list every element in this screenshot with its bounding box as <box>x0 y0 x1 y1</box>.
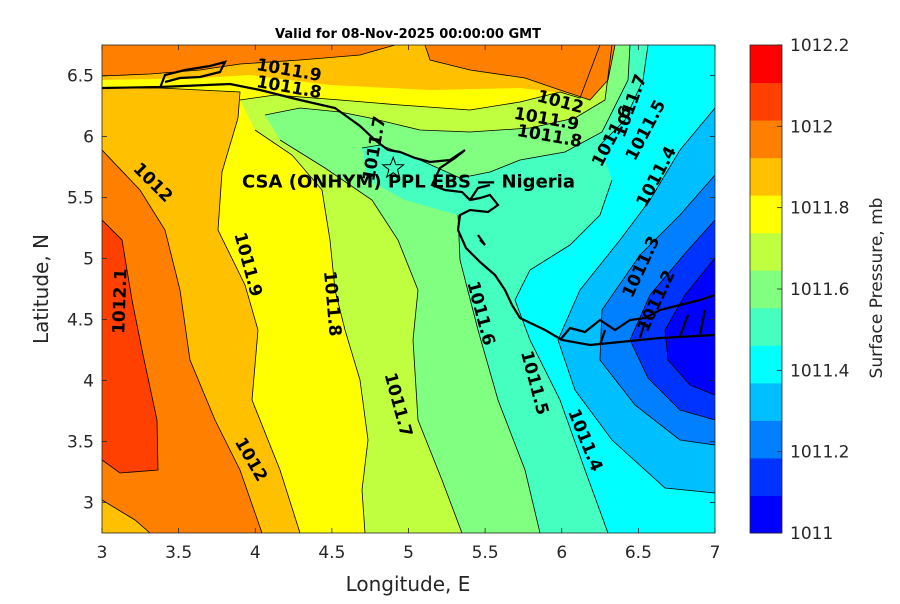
colorbar-tick-label: 1011.8 <box>790 199 849 219</box>
x-axis-label: Longitude, E <box>346 572 471 596</box>
colorbar-label: Surface Pressure, mb <box>867 198 887 379</box>
contour-label: 1012.1 <box>109 268 131 334</box>
colorbar-tick-label: 1011.2 <box>790 443 849 463</box>
contour-lines <box>102 45 715 533</box>
y-tick-label: 4 <box>83 372 94 392</box>
y-tick-label: 6.5 <box>67 67 94 87</box>
colorbar-segment <box>750 270 782 309</box>
x-tick-label: 4.5 <box>318 543 345 563</box>
coastline-path <box>158 60 228 89</box>
contour-line <box>599 174 715 446</box>
coastline-path <box>559 293 715 341</box>
colorbar-segment <box>750 382 782 421</box>
contour-line <box>102 499 151 533</box>
y-tick-label: 5.5 <box>67 189 94 209</box>
contour-line <box>457 214 541 533</box>
y-axis-label: Latitude, N <box>29 234 53 344</box>
colorbar-tick-label: 1012.2 <box>790 36 849 56</box>
colorbar-tick-label: 1011.6 <box>790 280 849 300</box>
colorbar-segment <box>750 120 782 159</box>
colorbar-tick-label: 1011 <box>790 524 833 544</box>
contour-line <box>599 45 649 146</box>
x-tick-label: 4 <box>250 543 261 563</box>
coastline-path <box>469 183 491 201</box>
x-tick-label: 3 <box>97 543 108 563</box>
contour-band-1012-northeast <box>425 45 615 100</box>
contour-line <box>424 45 616 101</box>
coastline-path <box>598 309 707 346</box>
contour-line <box>264 45 613 133</box>
colorbar-segment <box>750 420 782 459</box>
colorbar-segment <box>750 495 782 534</box>
contour-line <box>102 149 263 533</box>
x-tick-label: 5.5 <box>472 543 499 563</box>
contour-band-1012-north <box>102 45 395 76</box>
contour-line <box>102 87 301 533</box>
y-tick-label: 3 <box>83 494 94 514</box>
colorbar-tick-label: 1011.4 <box>790 361 849 381</box>
colorbar-segment <box>750 195 782 234</box>
contour-line <box>279 139 463 533</box>
contour-line <box>254 129 369 533</box>
contour-line <box>557 107 715 494</box>
contour-band-1011 <box>665 258 715 395</box>
x-tick-label: 3.5 <box>165 543 192 563</box>
colorbar-tick-label: 1012 <box>790 117 833 137</box>
colorbar-segment <box>750 307 782 346</box>
coastline-path <box>477 234 486 246</box>
y-tick-label: 4.5 <box>67 311 94 331</box>
y-tick-label: 3.5 <box>67 433 94 453</box>
contour-line <box>102 45 396 77</box>
x-tick-label: 6.5 <box>625 543 652 563</box>
colorbar-segment <box>750 457 782 496</box>
colorbar-segment <box>750 82 782 121</box>
colorbar-segment <box>750 157 782 196</box>
contour-line <box>239 45 601 111</box>
contour-line <box>514 179 613 533</box>
colorbar-segment <box>750 232 782 271</box>
chart-title: Valid for 08-Nov-2025 00:00:00 GMT <box>275 27 541 42</box>
colorbar: 1011 1011.2 1011.4 1011.6 1011.8 1012 1012.2 <box>749 36 849 544</box>
contour-line <box>102 219 159 474</box>
y-tick-label: 6 <box>83 128 94 148</box>
contour-band-1012.1 <box>102 220 158 473</box>
contour-line <box>664 257 715 396</box>
colorbar-segment <box>750 45 782 84</box>
y-tick-label: 5 <box>83 250 94 270</box>
colorbar-segment <box>750 345 782 384</box>
x-axis: 3 3.5 4 4.5 5 5.5 6 6.5 7 <box>97 45 721 563</box>
coastline <box>102 60 715 347</box>
x-tick-label: 7 <box>710 543 721 563</box>
x-tick-label: 5 <box>403 543 414 563</box>
contour-band-corner <box>102 500 150 533</box>
y-axis: 3 3.5 4 4.5 5 5.5 6 6.5 <box>67 67 715 514</box>
location-annotation: CSA (ONHYM) PPL EBS — Nigeria <box>242 172 575 193</box>
star-marker <box>381 155 405 179</box>
x-tick-label: 6 <box>556 543 567 563</box>
